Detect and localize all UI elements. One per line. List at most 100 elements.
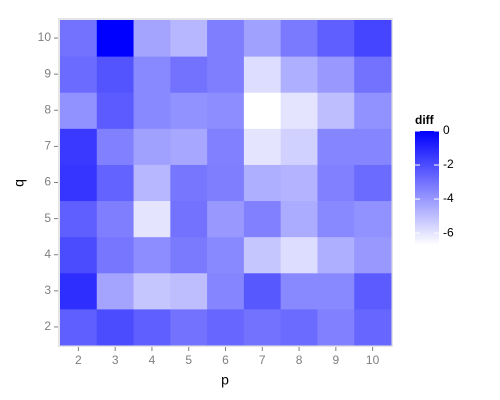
heat-cell — [60, 164, 98, 202]
heat-cell — [60, 272, 98, 310]
heat-cell — [317, 20, 355, 57]
heat-cell — [243, 272, 282, 310]
heat-cell — [280, 164, 318, 202]
y-tick-label: 2 — [44, 319, 51, 333]
heat-cell — [133, 200, 171, 238]
heat-cell — [60, 200, 98, 238]
heat-cell — [243, 20, 282, 57]
heat-cell — [280, 20, 318, 57]
legend-label: -6 — [443, 225, 454, 239]
heat-cell — [317, 164, 355, 202]
x-tick-label: 5 — [185, 353, 192, 367]
heat-cell — [354, 236, 392, 274]
heat-cell — [280, 236, 318, 274]
heat-cell — [60, 308, 98, 346]
x-tick-label: 8 — [296, 353, 303, 367]
heat-cell — [170, 272, 208, 310]
heat-cell — [133, 20, 171, 57]
y-tick-label: 7 — [44, 139, 51, 153]
heat-cell — [317, 236, 355, 274]
legend-label: -4 — [443, 191, 454, 205]
heat-cell — [280, 128, 318, 165]
heat-cell — [96, 92, 135, 129]
heat-cell — [96, 128, 135, 165]
heat-cell — [133, 56, 171, 93]
heat-cell — [60, 56, 98, 93]
colorbar — [415, 131, 439, 245]
heat-cell — [243, 200, 282, 238]
heat-cell — [96, 200, 135, 238]
x-tick-label: 10 — [366, 353, 380, 367]
heat-cell — [133, 272, 171, 310]
heat-cell — [207, 20, 245, 57]
heat-cell — [170, 200, 208, 238]
y-tick-label: 3 — [44, 283, 51, 297]
heat-cell — [96, 56, 135, 93]
heat-cell — [133, 164, 171, 202]
heat-cell — [170, 92, 208, 129]
heat-cell — [133, 128, 171, 165]
heat-cell — [280, 56, 318, 93]
heat-cell — [243, 236, 282, 274]
heat-cell — [280, 200, 318, 238]
heat-cell — [317, 128, 355, 165]
heat-cell — [96, 272, 135, 310]
heat-cell — [354, 308, 392, 346]
heat-cell — [280, 308, 318, 346]
legend-label: -2 — [443, 157, 454, 171]
heat-cell — [133, 236, 171, 274]
heat-cell — [96, 20, 135, 57]
heat-cell — [207, 200, 245, 238]
x-tick-label: 7 — [259, 353, 266, 367]
heat-cell — [354, 272, 392, 310]
y-tick-label: 9 — [44, 66, 51, 80]
x-tick-label: 6 — [222, 353, 229, 367]
heat-cell — [170, 308, 208, 346]
heat-cell — [207, 56, 245, 93]
legend-title: diff — [415, 113, 435, 127]
heat-cell — [170, 164, 208, 202]
heat-cell — [354, 164, 392, 202]
heat-cell — [354, 20, 392, 57]
heat-cell — [207, 236, 245, 274]
y-tick-label: 4 — [44, 247, 51, 261]
heat-cell — [354, 56, 392, 93]
heat-cell — [133, 92, 171, 129]
heat-cell — [170, 236, 208, 274]
heat-cell — [207, 164, 245, 202]
heat-cell — [96, 236, 135, 274]
heat-cell — [243, 56, 282, 93]
heat-cell — [170, 56, 208, 93]
heat-cell — [317, 200, 355, 238]
heat-cell — [133, 308, 171, 346]
heat-cell — [354, 128, 392, 165]
heat-cell — [243, 308, 282, 346]
heat-cell — [207, 308, 245, 346]
y-tick-label: 5 — [44, 211, 51, 225]
x-axis-title: p — [221, 372, 229, 388]
heat-cell — [280, 92, 318, 129]
heat-cell — [207, 92, 245, 129]
heat-cell — [243, 92, 282, 129]
heat-cell — [170, 20, 208, 57]
x-tick-label: 9 — [332, 353, 339, 367]
heat-cell — [207, 128, 245, 165]
heat-cell — [354, 92, 392, 129]
heat-cell — [354, 200, 392, 238]
y-tick-label: 10 — [38, 30, 52, 44]
heat-cell — [207, 272, 245, 310]
x-tick-label: 2 — [75, 353, 82, 367]
heat-cell — [96, 308, 135, 346]
heat-cell — [60, 128, 98, 165]
heat-cell — [96, 164, 135, 202]
heat-cell — [60, 92, 98, 129]
y-tick-label: 8 — [44, 102, 51, 116]
heat-cell — [317, 56, 355, 93]
y-tick-label: 6 — [44, 175, 51, 189]
heat-cell — [317, 92, 355, 129]
heat-cell — [243, 128, 282, 165]
legend-label: 0 — [443, 123, 450, 137]
heat-cell — [280, 272, 318, 310]
heat-cell — [243, 164, 282, 202]
